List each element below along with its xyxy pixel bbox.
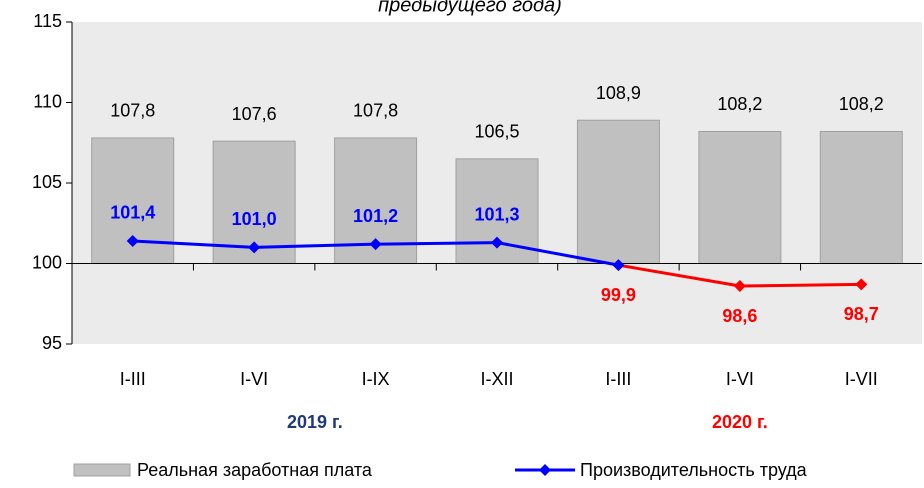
y-tick-label: 95 — [42, 333, 62, 353]
line-segment — [132, 239, 255, 249]
y-tick-label: 115 — [33, 11, 62, 31]
bar — [698, 130, 782, 264]
x-tick-label: I-III — [605, 369, 631, 389]
legend-swatch — [539, 464, 551, 476]
legend-label: Производительность труда — [580, 460, 808, 480]
line-marker — [733, 280, 746, 293]
line-segment — [254, 242, 376, 249]
bar — [576, 119, 660, 264]
line-value-label: 101,4 — [110, 203, 155, 223]
line-value-label: 101,0 — [232, 209, 277, 229]
bar-value-label: 108,9 — [596, 83, 641, 103]
line-segment — [375, 241, 498, 246]
y-tick-label: 105 — [32, 172, 62, 192]
line-marker — [612, 259, 625, 272]
x-tick-label: I-VI — [240, 369, 268, 389]
legend-swatch — [73, 463, 131, 477]
bar-value-label: 107,8 — [353, 101, 398, 121]
bar-value-label: 106,5 — [474, 122, 519, 142]
line-marker — [369, 238, 382, 251]
y-tick-label: 100 — [32, 252, 62, 272]
group-label: 2019 г. — [287, 412, 343, 432]
line-marker — [855, 278, 868, 291]
line-marker — [248, 241, 261, 254]
bar-value-label: 108,2 — [717, 94, 762, 114]
line-value-label: 98,7 — [844, 304, 879, 324]
line-segment — [618, 263, 741, 288]
bar-value-label: 108,2 — [839, 94, 884, 114]
line-value-label: 99,9 — [601, 285, 636, 305]
x-tick-label: I-IX — [362, 369, 390, 389]
bar-value-label: 107,8 — [110, 101, 155, 121]
bar-value-label: 107,6 — [232, 104, 277, 124]
bar — [819, 130, 903, 264]
x-tick-label: I-III — [120, 369, 146, 389]
line-marker — [126, 234, 139, 247]
line-value-label: 101,3 — [474, 204, 519, 224]
line-value-label: 101,2 — [353, 206, 398, 226]
x-tick-label: I-VI — [726, 369, 754, 389]
legend-label: Реальная заработная плата — [137, 460, 373, 480]
x-tick-label: I-VII — [845, 369, 878, 389]
group-label: 2020 г. — [712, 412, 768, 432]
line-marker — [491, 236, 503, 249]
line-value-label: 98,6 — [722, 306, 757, 326]
chart-title: предыдущего года) — [378, 0, 562, 16]
line-segment — [496, 241, 619, 267]
x-tick-label: I-XII — [480, 369, 513, 389]
y-tick-label: 110 — [33, 91, 62, 111]
line-segment — [739, 282, 862, 288]
